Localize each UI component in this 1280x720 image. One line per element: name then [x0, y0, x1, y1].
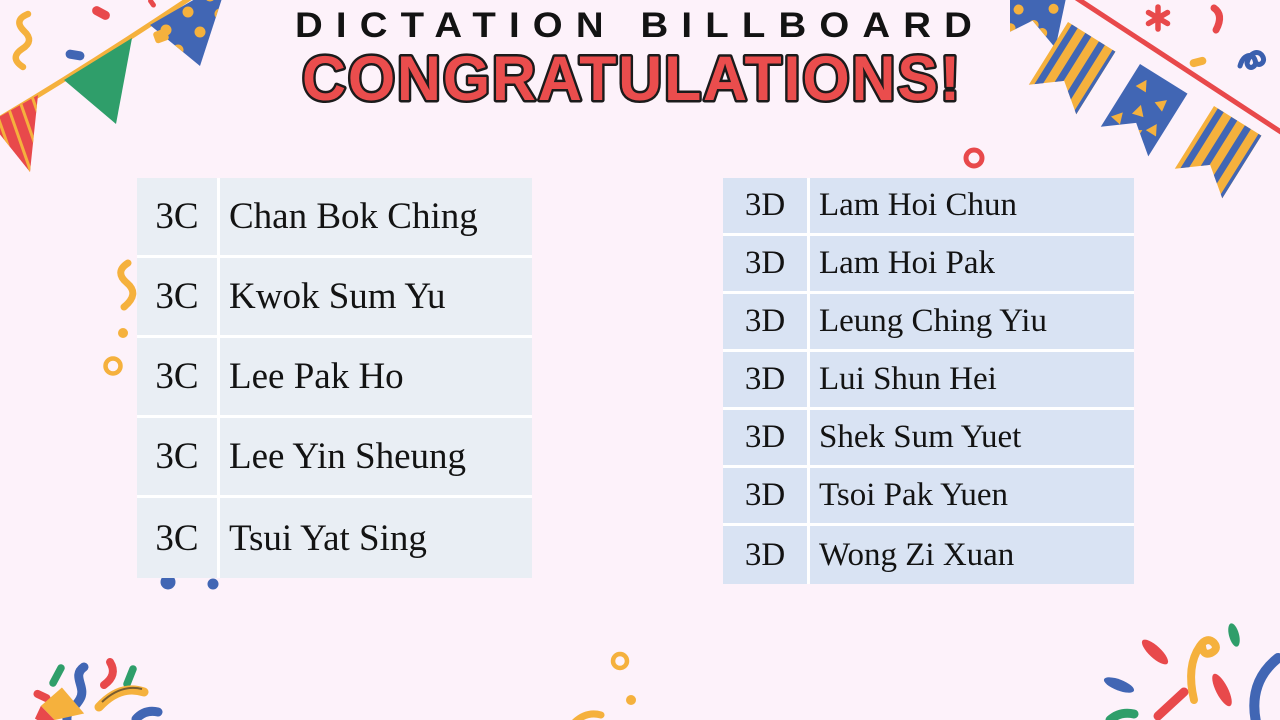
confetti-red-ring-icon — [963, 147, 985, 169]
student-name-cell: Tsui Yat Sing — [229, 517, 427, 559]
student-name-cell: Leung Ching Yiu — [819, 303, 1047, 339]
class-cell: 3D — [723, 178, 810, 233]
class-cell: 3C — [137, 498, 220, 578]
student-name-cell: Chan Bok Ching — [229, 196, 478, 237]
student-name-cell: Tsoi Pak Yuen — [819, 477, 1008, 513]
table-3d: 3D Lam Hoi Chun 3D Lam Hoi Pak 3D Leung Ching… — [723, 178, 1134, 584]
student-name-cell: Kwok Sum Yu — [229, 276, 446, 317]
table-row: 3D Lam Hoi Pak — [723, 236, 1134, 294]
table-row: 3C Lee Yin Sheung — [137, 418, 532, 498]
table-row: 3D Tsoi Pak Yuen — [723, 468, 1134, 526]
table-row: 3C Kwok Sum Yu — [137, 258, 532, 338]
student-name-cell: Lam Hoi Pak — [819, 245, 995, 281]
firework-burst-bottom-right-icon — [1103, 623, 1280, 720]
table-row: 3D Lam Hoi Chun — [723, 178, 1134, 236]
class-cell: 3C — [137, 338, 220, 415]
student-name-cell: Lam Hoi Chun — [819, 187, 1017, 223]
student-name-cell: Wong Zi Xuan — [819, 536, 1015, 573]
class-cell: 3C — [137, 178, 220, 255]
table-row: 3C Tsui Yat Sing — [137, 498, 532, 578]
confetti-yellow-dots-icon — [572, 651, 636, 720]
class-cell: 3D — [723, 294, 810, 349]
party-popper-bottom-left-icon — [33, 658, 163, 720]
table-row: 3C Lee Pak Ho — [137, 338, 532, 418]
class-cell: 3D — [723, 526, 810, 584]
student-name-cell: Lee Yin Sheung — [229, 436, 467, 477]
table-row: 3C Chan Bok Ching — [137, 178, 532, 258]
table-row: 3D Wong Zi Xuan — [723, 526, 1134, 584]
student-name-cell: Lui Shun Hei — [819, 361, 997, 397]
congratulations-title: CONGRATULATIONS! — [302, 44, 962, 114]
kicker-title: DICTATION BILLBOARD — [295, 6, 985, 45]
class-cell: 3C — [137, 258, 220, 335]
header: DICTATION BILLBOARD CONGRATULATIONS! — [295, 6, 985, 117]
class-cell: 3C — [137, 418, 220, 495]
class-cell: 3D — [723, 352, 810, 407]
student-name-cell: Shek Sum Yuet — [819, 419, 1022, 455]
class-cell: 3D — [723, 410, 810, 465]
table-row: 3D Shek Sum Yuet — [723, 410, 1134, 468]
table-row: 3D Leung Ching Yiu — [723, 294, 1134, 352]
table-row: 3D Lui Shun Hei — [723, 352, 1134, 410]
student-name-cell: Lee Pak Ho — [229, 356, 404, 397]
class-cell: 3D — [723, 236, 810, 291]
table-3c: 3C Chan Bok Ching 3C Kwok Sum Yu 3C Lee Pak H… — [137, 178, 532, 578]
class-cell: 3D — [723, 468, 810, 523]
